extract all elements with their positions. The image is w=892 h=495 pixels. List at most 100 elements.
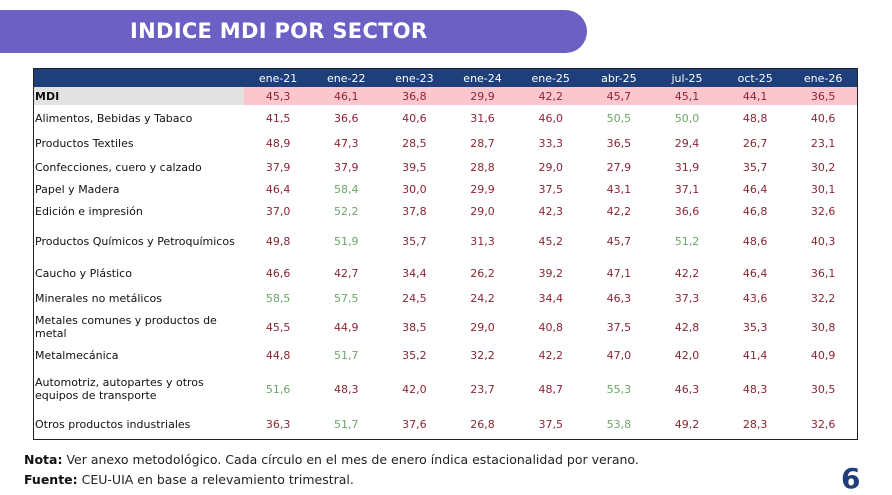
value-cell: 40,6 (810, 111, 836, 125)
value-cell: 31,9 (674, 161, 700, 174)
value-cell: 48,6 (742, 235, 768, 248)
value-cell: 37,5 (538, 183, 563, 196)
value-cell: 41,4 (742, 348, 768, 362)
table-row: Otros productos industriales 36,3 51,7 37,6… (34, 411, 858, 439)
value-cell: 26,7 (742, 137, 768, 150)
value-cell: 46,3 (606, 292, 632, 305)
value-cell: 38,5 (402, 320, 427, 334)
value-cell: 24,2 (470, 292, 495, 305)
value-cell: 42,2 (516, 87, 585, 105)
value-cell: 30,5 (810, 382, 836, 396)
value-cell: 43,1 (606, 183, 632, 196)
value-cell: 29,9 (470, 183, 495, 196)
source-text: CEU-UIA en base a relevamiento trimestra… (77, 472, 354, 487)
value-cell: 51,2 (674, 235, 700, 248)
value-cell: 30,8 (810, 320, 836, 334)
value-cell: 29,4 (674, 137, 700, 150)
value-cell: 45,5 (265, 320, 291, 334)
table-row: Edición e impresión 37,0 52,2 37,8 29,0 42,3 4… (34, 200, 858, 222)
value-cell: 50,0 (674, 111, 700, 125)
value-cell: 46,4 (742, 267, 768, 280)
value-cell: 37,8 (402, 204, 427, 218)
row-label: Caucho y Plástico (35, 267, 132, 280)
value-cell: 44,9 (333, 320, 359, 334)
value-cell: 36,1 (810, 267, 836, 280)
value-cell: 45,7 (606, 235, 632, 248)
value-cell: 37,0 (265, 204, 291, 218)
value-cell: 37,9 (333, 161, 359, 174)
table-row: Confecciones, cuero y calzado 37,9 37,9 39,… (34, 156, 858, 179)
value-cell: 42,8 (674, 320, 700, 334)
value-cell: 30,2 (810, 161, 836, 174)
row-label: Alimentos, Bebidas y Tabaco (35, 111, 193, 125)
value-cell: 48,8 (742, 111, 768, 125)
value-cell: 45,3 (244, 87, 313, 105)
value-cell: 34,4 (538, 292, 563, 305)
table-row: Metales comunes y productos de metal 45,5… (34, 311, 858, 343)
row-label: Productos Textiles (35, 137, 134, 150)
value-cell: 58,4 (333, 183, 359, 196)
value-cell: 26,8 (470, 418, 495, 432)
table-row: Automotriz, autopartes y otros equipos d… (34, 367, 858, 411)
value-cell: 28,3 (742, 418, 768, 432)
value-cell: 47,1 (606, 267, 632, 280)
value-cell: 37,3 (674, 292, 700, 305)
value-cell: 47,3 (333, 137, 359, 150)
value-cell: 42,0 (402, 382, 427, 396)
value-cell: 42,3 (538, 204, 563, 218)
row-label: Productos Químicos y Petroquímicos (35, 235, 235, 248)
value-cell: 24,5 (402, 292, 427, 305)
value-cell: 32,2 (470, 348, 495, 362)
value-cell: 36,6 (674, 204, 700, 218)
value-cell: 42,2 (606, 204, 632, 218)
value-cell: 46,8 (742, 204, 768, 218)
column-header: ene-21 (244, 68, 313, 87)
value-cell: 49,2 (674, 418, 700, 432)
value-cell: 37,5 (606, 320, 632, 334)
table-row: Productos Textiles 48,9 47,3 28,5 28,7 33,3 36… (34, 131, 858, 156)
column-header: ene-24 (448, 68, 517, 87)
value-cell: 28,5 (402, 137, 427, 150)
value-cell: 37,5 (538, 418, 563, 432)
column-header: ene-23 (380, 68, 449, 87)
row-label: Papel y Madera (35, 183, 120, 196)
note-text: Ver anexo metodológico. Cada círculo en … (62, 452, 639, 467)
value-cell: 36,3 (265, 418, 291, 432)
row-label: Confecciones, cuero y calzado (35, 161, 202, 174)
value-cell: 31,6 (470, 111, 495, 125)
value-cell: 46,4 (742, 183, 768, 196)
value-cell: 47,0 (606, 348, 632, 362)
value-cell: 29,0 (538, 161, 563, 174)
value-cell: 29,9 (448, 87, 517, 105)
value-cell: 40,3 (810, 235, 836, 248)
value-cell: 45,7 (584, 87, 653, 105)
value-cell: 44,1 (721, 87, 790, 105)
row-label: Edición e impresión (35, 204, 143, 218)
value-cell: 30,1 (810, 183, 836, 196)
value-cell: 39,5 (402, 161, 427, 174)
source-label: Fuente: (24, 472, 78, 487)
value-cell: 30,0 (402, 183, 427, 196)
table-header-row: ene-21 ene-22 ene-23 ene-24 ene-25 abr-25 jul-… (33, 68, 858, 87)
value-cell: 55,3 (606, 382, 632, 396)
value-cell: 36,6 (333, 111, 359, 125)
value-cell: 23,1 (810, 137, 836, 150)
mdi-row: MDI 45,3 46,1 36,8 29,9 42,2 45,7 45,1 44,1 36,5 (33, 87, 858, 105)
value-cell: 36,5 (606, 137, 632, 150)
value-cell: 35,7 (742, 161, 768, 174)
value-cell: 51,7 (333, 418, 359, 432)
value-cell: 46,6 (265, 267, 291, 280)
value-cell: 46,3 (674, 382, 700, 396)
value-cell: 28,8 (470, 161, 495, 174)
row-label: Minerales no metálicos (35, 292, 162, 305)
source-line: Fuente: CEU-UIA en base a relevamiento t… (24, 472, 354, 487)
value-cell: 42,0 (674, 348, 700, 362)
value-cell: 48,3 (333, 382, 359, 396)
value-cell: 41,5 (265, 111, 291, 125)
value-cell: 37,1 (674, 183, 700, 196)
column-header: ene-25 (516, 68, 585, 87)
value-cell: 27,9 (606, 161, 632, 174)
value-cell: 49,8 (265, 235, 291, 248)
value-cell: 28,7 (470, 137, 495, 150)
value-cell: 42,7 (333, 267, 359, 280)
